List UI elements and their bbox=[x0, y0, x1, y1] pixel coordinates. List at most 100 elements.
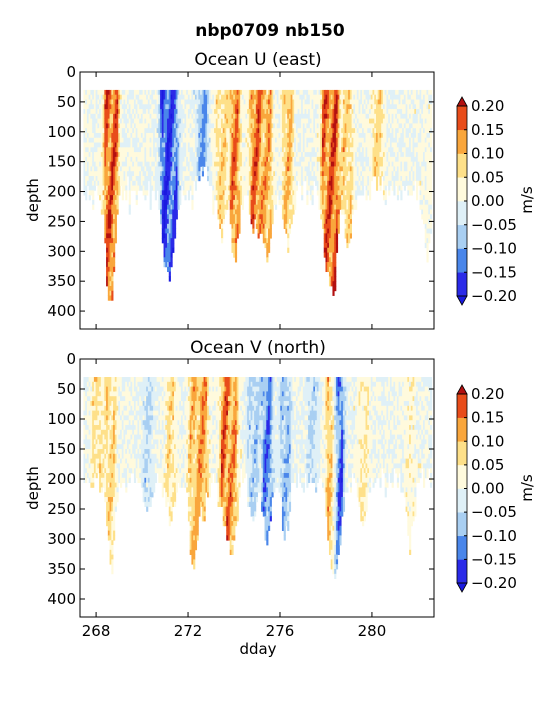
heatmap-cell bbox=[400, 166, 403, 172]
heatmap-cell bbox=[238, 176, 241, 182]
heatmap-cell bbox=[85, 171, 88, 177]
heatmap-cell bbox=[215, 161, 218, 167]
heatmap-cell bbox=[386, 166, 389, 172]
heatmap-cell bbox=[146, 166, 149, 172]
heatmap-cell bbox=[118, 104, 121, 110]
heatmap-cell bbox=[142, 180, 145, 186]
heatmap-cell bbox=[111, 176, 114, 182]
heatmap-cell bbox=[294, 118, 297, 124]
heatmap-cell bbox=[111, 214, 114, 220]
heatmap-cell bbox=[337, 118, 340, 124]
heatmap-cell bbox=[358, 99, 361, 105]
heatmap-cell bbox=[128, 104, 131, 110]
heatmap-cell bbox=[412, 185, 415, 191]
heatmap-cell bbox=[295, 104, 299, 110]
heatmap-cell bbox=[177, 94, 180, 100]
heatmap-cell bbox=[177, 113, 180, 120]
heatmap-cell bbox=[240, 109, 243, 115]
heatmap-cell bbox=[349, 147, 352, 153]
heatmap-cell bbox=[349, 228, 352, 234]
heatmap-cell bbox=[384, 199, 387, 206]
heatmap-cell bbox=[266, 166, 269, 172]
heatmap-cell bbox=[379, 142, 382, 148]
heatmap-cell bbox=[247, 137, 250, 143]
heatmap-cell bbox=[297, 166, 300, 172]
heatmap-cell bbox=[207, 99, 210, 105]
heatmap-cell bbox=[384, 137, 387, 143]
heatmap-cell bbox=[369, 109, 372, 115]
heatmap-cell bbox=[99, 147, 102, 153]
heatmap-cell bbox=[198, 132, 201, 139]
heatmap-cell bbox=[374, 171, 377, 177]
heatmap-cell bbox=[191, 104, 194, 110]
heatmap-cell bbox=[109, 266, 112, 273]
heatmap-cell bbox=[327, 123, 330, 129]
heatmap-cell bbox=[106, 228, 109, 234]
heatmap-cell bbox=[151, 147, 154, 153]
heatmap-cell bbox=[346, 132, 349, 139]
heatmap-cell bbox=[262, 171, 265, 177]
heatmap-cell bbox=[156, 123, 159, 129]
heatmap-cell bbox=[106, 219, 109, 225]
heatmap-cell bbox=[100, 128, 103, 134]
heatmap-cell bbox=[88, 180, 91, 186]
heatmap-cell bbox=[417, 113, 420, 120]
heatmap-cell bbox=[233, 99, 236, 105]
heatmap-cell bbox=[182, 142, 185, 148]
heatmap-cell bbox=[227, 118, 231, 124]
heatmap-cell bbox=[402, 176, 405, 182]
heatmap-cell bbox=[177, 147, 180, 153]
heatmap-cell bbox=[121, 176, 124, 182]
heatmap-cell bbox=[346, 219, 349, 225]
heatmap-cell bbox=[257, 128, 260, 134]
heatmap-cell bbox=[243, 152, 246, 158]
heatmap-cell bbox=[358, 161, 361, 167]
heatmap-cell bbox=[335, 209, 339, 215]
heatmap-cell bbox=[308, 113, 311, 120]
heatmap-cell bbox=[262, 118, 265, 124]
heatmap-cell bbox=[363, 123, 366, 129]
heatmap-cell bbox=[172, 152, 175, 158]
heatmap-cell bbox=[142, 185, 145, 191]
heatmap-cell bbox=[245, 161, 248, 167]
heatmap-cell bbox=[261, 176, 264, 182]
heatmap-cell bbox=[348, 152, 351, 158]
heatmap-cell bbox=[120, 176, 123, 182]
heatmap-cell bbox=[240, 128, 243, 134]
heatmap-cell bbox=[247, 123, 250, 129]
heatmap-cell bbox=[422, 99, 426, 105]
heatmap-cell bbox=[274, 118, 278, 124]
heatmap-cell bbox=[186, 118, 189, 124]
heatmap-cell bbox=[363, 171, 366, 177]
heatmap-cell bbox=[335, 228, 339, 234]
heatmap-cell bbox=[100, 94, 103, 100]
heatmap-cell bbox=[153, 128, 156, 134]
heatmap-cell bbox=[170, 99, 173, 105]
heatmap-cell bbox=[104, 199, 107, 206]
heatmap-cell bbox=[302, 161, 305, 167]
heatmap-cell bbox=[170, 161, 173, 167]
heatmap-cell bbox=[231, 118, 234, 124]
heatmap-cell bbox=[86, 147, 90, 153]
heatmap-cell bbox=[367, 142, 370, 148]
heatmap-cell bbox=[405, 147, 408, 153]
heatmap-cell bbox=[396, 104, 400, 110]
heatmap-cell bbox=[268, 113, 271, 120]
heatmap-cell bbox=[396, 118, 400, 124]
heatmap-cell bbox=[132, 99, 135, 105]
heatmap-cell bbox=[172, 242, 175, 249]
heatmap-cell bbox=[346, 214, 349, 220]
heatmap-cell bbox=[113, 190, 116, 196]
heatmap-cell bbox=[170, 199, 173, 206]
heatmap-cell bbox=[99, 94, 102, 100]
heatmap-cell bbox=[320, 176, 323, 182]
heatmap-cell bbox=[294, 137, 297, 143]
heatmap-cell bbox=[125, 147, 128, 153]
heatmap-cell bbox=[369, 147, 372, 153]
heatmap-cell bbox=[362, 171, 365, 177]
heatmap-cell bbox=[403, 185, 406, 191]
heatmap-cell bbox=[292, 137, 295, 143]
heatmap-cell bbox=[255, 109, 258, 115]
heatmap-cell bbox=[83, 123, 86, 129]
heatmap-cell bbox=[208, 142, 211, 148]
